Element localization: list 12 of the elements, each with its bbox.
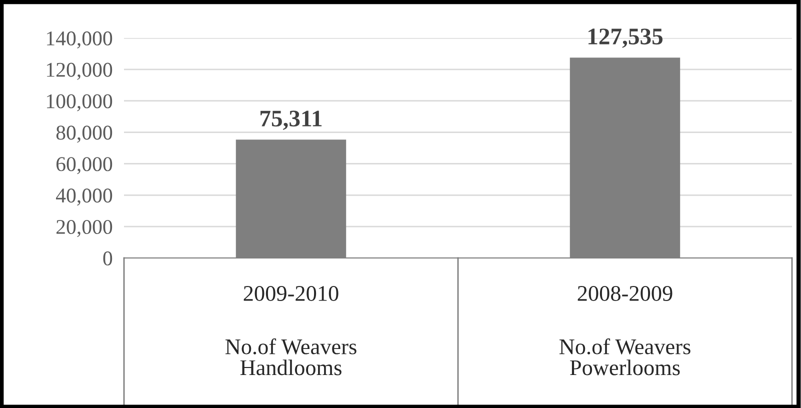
y-tick-label: 0 <box>103 251 112 266</box>
y-tick-label: 20,000 <box>56 220 112 238</box>
data-label: 75,311 <box>260 110 322 130</box>
y-tick-label: 60,000 <box>56 157 112 174</box>
y-tick-label: 100,000 <box>47 94 112 112</box>
y-tick-label: 80,000 <box>56 126 112 143</box>
data-label: 127,535 <box>588 28 663 48</box>
y-tick-label: 120,000 <box>47 62 112 80</box>
category-label: 2009-2010 No.of Weavers Handlooms <box>225 286 356 376</box>
category-label: 2008-2009 No.of Weavers Powerlooms <box>559 286 690 376</box>
y-tick-label: 140,000 <box>47 31 112 48</box>
y-tick-label: 40,000 <box>56 188 112 206</box>
